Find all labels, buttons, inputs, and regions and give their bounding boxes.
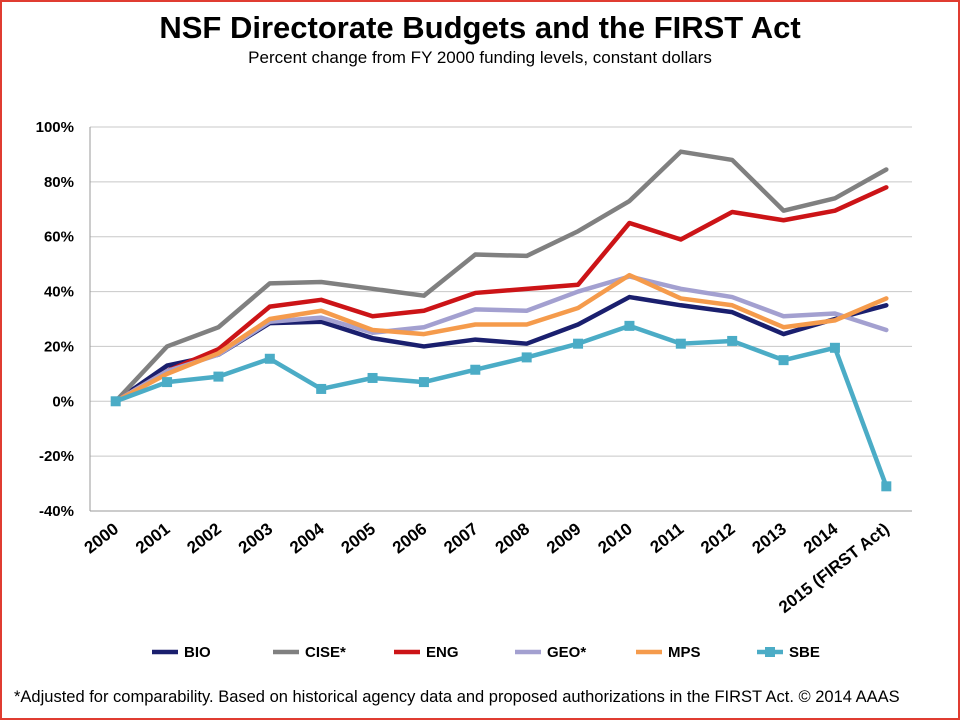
data-point xyxy=(521,352,532,363)
data-point xyxy=(829,342,840,353)
legend-label-eng: ENG xyxy=(426,644,459,661)
x-tick-label: 2011 xyxy=(647,519,688,557)
x-tick-label: 2006 xyxy=(389,519,431,557)
data-point xyxy=(624,320,635,331)
x-tick-label: 2008 xyxy=(492,519,534,557)
x-tick-label: 2004 xyxy=(286,519,328,558)
data-point xyxy=(110,396,121,407)
x-tick-label: 2007 xyxy=(440,519,482,557)
y-tick-label: -40% xyxy=(39,503,74,520)
legend-label-sbe: SBE xyxy=(789,644,820,661)
x-tick-label: 2010 xyxy=(594,519,636,557)
series-line-eng xyxy=(113,185,889,404)
series-line-cise xyxy=(113,149,889,404)
legend-marker-sbe xyxy=(765,647,775,657)
x-tick-label: 2000 xyxy=(81,519,123,557)
data-point xyxy=(727,335,738,346)
data-point xyxy=(470,364,481,375)
y-tick-label: 60% xyxy=(44,229,74,246)
data-point xyxy=(573,338,584,349)
legend-label-cise: CISE* xyxy=(305,644,346,661)
data-point xyxy=(213,371,224,382)
x-tick-label: 2009 xyxy=(543,519,585,557)
chart-subtitle: Percent change from FY 2000 funding leve… xyxy=(248,48,712,67)
y-tick-label: 40% xyxy=(44,284,74,301)
x-tick-label: 2014 xyxy=(800,519,842,558)
data-point xyxy=(778,355,789,366)
data-point xyxy=(264,353,275,364)
legend-label-geo: GEO* xyxy=(547,644,586,661)
x-tick-label: 2003 xyxy=(235,519,277,557)
legend-label-bio: BIO xyxy=(184,644,211,661)
data-point xyxy=(675,338,686,349)
data-point xyxy=(418,377,429,388)
footnote: *Adjusted for comparability. Based on hi… xyxy=(14,688,900,706)
y-tick-label: 20% xyxy=(44,338,74,355)
y-tick-label: 80% xyxy=(44,174,74,191)
data-point xyxy=(881,481,892,492)
series-line-sbe xyxy=(113,323,889,489)
data-point xyxy=(316,383,327,394)
x-tick-label: 2001 xyxy=(132,519,174,557)
x-tick-label: 2002 xyxy=(183,519,225,557)
y-tick-label: 100% xyxy=(36,119,74,136)
x-tick-label: 2013 xyxy=(749,519,791,557)
x-tick-label: 2012 xyxy=(697,519,739,557)
data-point xyxy=(162,377,173,388)
x-tick-label: 2005 xyxy=(338,519,380,557)
legend-label-mps: MPS xyxy=(668,644,701,661)
series-line-mps xyxy=(113,272,889,404)
y-tick-label: -20% xyxy=(39,448,74,465)
chart-title: NSF Directorate Budgets and the FIRST Ac… xyxy=(159,10,801,45)
data-point xyxy=(367,372,378,383)
y-tick-label: 0% xyxy=(52,393,74,410)
